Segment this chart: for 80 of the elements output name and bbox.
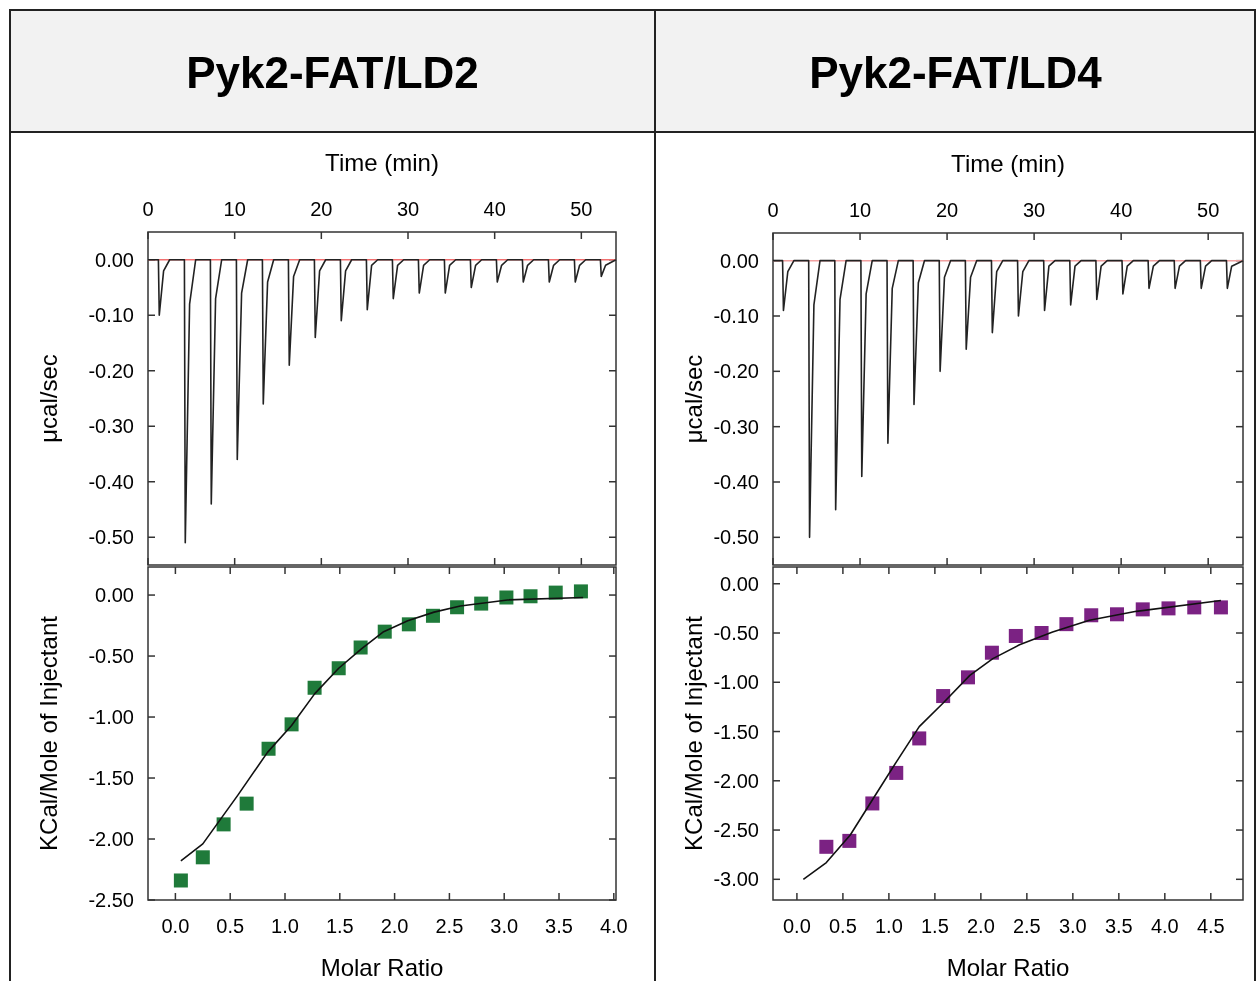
x-tick-label: 50 bbox=[570, 198, 593, 220]
point bbox=[548, 585, 563, 600]
x-tick-label: 3.5 bbox=[1104, 915, 1133, 937]
x-tick-label: 3.5 bbox=[545, 915, 573, 937]
y-tick-label: -2.50 bbox=[88, 889, 134, 911]
point bbox=[216, 817, 231, 832]
y-tick-label: -0.40 bbox=[88, 470, 134, 493]
x-tick-label: 1.5 bbox=[325, 915, 354, 937]
y-tick-label: -1.50 bbox=[713, 720, 759, 743]
point bbox=[1213, 600, 1228, 615]
x-tick-label: 2.5 bbox=[1012, 915, 1041, 937]
x-tick-label: 20 bbox=[310, 198, 333, 220]
y-axis-title: KCal/Mole of Injectant bbox=[680, 615, 707, 851]
y-tick-label: -0.40 bbox=[713, 471, 759, 493]
chart-title: Pyk2-FAT/LD2 bbox=[186, 48, 479, 97]
y-tick-label: -0.20 bbox=[88, 359, 134, 382]
y-tick-label: -2.00 bbox=[88, 828, 134, 851]
y-tick-label: -0.50 bbox=[88, 526, 134, 549]
y-tick-label: -1.00 bbox=[713, 671, 759, 694]
y-tick-label: -0.20 bbox=[713, 360, 759, 383]
x-tick-label: 50 bbox=[1197, 199, 1220, 221]
point bbox=[573, 584, 588, 599]
y-axis-title: μcal/sec bbox=[680, 354, 707, 444]
x-tick-label: 0.5 bbox=[829, 915, 857, 937]
y-tick-label: 0.00 bbox=[95, 584, 134, 607]
x-tick-label: 0 bbox=[142, 198, 154, 220]
line-series bbox=[147, 258, 617, 544]
point bbox=[173, 873, 188, 888]
x-tick-label: 10 bbox=[848, 199, 872, 221]
y-tick-label: -2.00 bbox=[713, 769, 759, 792]
x-axis-title: Molar Ratio bbox=[320, 954, 444, 981]
y-tick-label: -0.30 bbox=[713, 415, 759, 438]
x-tick-label: 1.0 bbox=[874, 915, 903, 937]
y-tick-label: 0.00 bbox=[720, 572, 759, 595]
x-axis-title: Molar Ratio bbox=[946, 954, 1070, 981]
y-tick-label: -0.10 bbox=[88, 304, 134, 327]
point bbox=[1008, 628, 1023, 643]
x-tick-label: 1.0 bbox=[271, 915, 299, 937]
y-tick-label: -0.30 bbox=[88, 415, 134, 438]
y-tick-label: -1.00 bbox=[88, 706, 134, 729]
x-tick-label: 0.5 bbox=[216, 915, 245, 937]
x-axis-title: Time (min) bbox=[325, 149, 439, 176]
x-tick-label: 3.0 bbox=[1058, 915, 1087, 937]
point bbox=[984, 645, 999, 660]
x-tick-label: 0 bbox=[767, 199, 779, 221]
x-tick-label: 20 bbox=[935, 199, 959, 221]
point bbox=[239, 796, 254, 811]
point bbox=[912, 731, 927, 746]
x-tick-label: 0.0 bbox=[783, 915, 811, 937]
x-tick-label: 0.0 bbox=[161, 915, 190, 937]
x-tick-label: 4.0 bbox=[1150, 915, 1179, 937]
y-tick-label: -3.00 bbox=[713, 868, 759, 891]
x-tick-label: 40 bbox=[1110, 199, 1133, 221]
y-axis-title: μcal/sec bbox=[35, 354, 62, 443]
chart-title: Pyk2-FAT/LD4 bbox=[809, 48, 1103, 97]
y-tick-label: 0.00 bbox=[720, 249, 759, 272]
point bbox=[195, 850, 210, 865]
x-tick-label: 2.5 bbox=[435, 915, 464, 937]
x-tick-label: 4.5 bbox=[1196, 915, 1225, 937]
line-series bbox=[772, 259, 1244, 539]
x-tick-label: 30 bbox=[1022, 199, 1046, 221]
y-tick-label: -0.50 bbox=[713, 526, 759, 549]
x-tick-label: 40 bbox=[483, 198, 506, 220]
y-tick-label: -0.10 bbox=[713, 305, 759, 327]
x-tick-label: 30 bbox=[396, 198, 420, 220]
y-tick-label: 0.00 bbox=[95, 248, 134, 271]
x-tick-label: 4.0 bbox=[599, 915, 628, 937]
y-tick-label: -0.50 bbox=[88, 645, 134, 668]
x-tick-label: 2.0 bbox=[380, 915, 409, 937]
y-axis-title: KCal/Mole of Injectant bbox=[35, 615, 62, 851]
x-axis-title: Time (min) bbox=[951, 150, 1065, 177]
y-tick-label: -1.50 bbox=[88, 767, 134, 790]
x-tick-label: 10 bbox=[223, 198, 246, 220]
x-tick-label: 1.5 bbox=[920, 915, 949, 937]
x-tick-label: 2.0 bbox=[966, 915, 995, 937]
y-tick-label: -2.50 bbox=[713, 819, 759, 842]
y-tick-label: -0.50 bbox=[713, 622, 759, 645]
point bbox=[889, 765, 904, 780]
x-tick-label: 3.0 bbox=[490, 915, 519, 937]
point bbox=[819, 839, 834, 854]
